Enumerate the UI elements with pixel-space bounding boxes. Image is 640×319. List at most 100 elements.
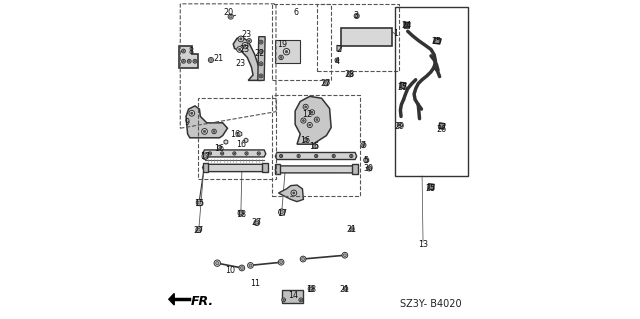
Circle shape [362, 144, 365, 146]
Polygon shape [218, 145, 221, 150]
Polygon shape [258, 37, 265, 80]
Circle shape [301, 118, 306, 123]
Circle shape [202, 153, 209, 160]
Circle shape [303, 104, 308, 109]
Circle shape [282, 298, 285, 302]
Circle shape [299, 298, 303, 302]
Circle shape [335, 58, 339, 62]
Text: 22: 22 [254, 49, 264, 58]
Circle shape [297, 154, 300, 158]
Circle shape [239, 48, 241, 51]
Polygon shape [275, 152, 356, 160]
Circle shape [246, 153, 247, 154]
Circle shape [242, 42, 248, 48]
Text: 20: 20 [224, 8, 234, 17]
Text: 3: 3 [353, 11, 358, 20]
Circle shape [204, 155, 207, 158]
Polygon shape [400, 82, 406, 89]
Text: FR.: FR. [191, 295, 214, 308]
Circle shape [283, 299, 284, 300]
Text: 12: 12 [302, 110, 312, 119]
Polygon shape [233, 37, 262, 80]
Circle shape [247, 39, 252, 43]
Polygon shape [262, 163, 268, 172]
Circle shape [280, 56, 282, 58]
Circle shape [234, 153, 235, 154]
Circle shape [193, 59, 197, 63]
Polygon shape [278, 185, 303, 202]
Circle shape [280, 261, 282, 263]
Circle shape [249, 264, 252, 267]
Circle shape [209, 152, 212, 155]
Text: 16: 16 [310, 142, 319, 151]
Text: 8: 8 [188, 47, 193, 56]
Text: 25: 25 [425, 184, 435, 193]
Circle shape [355, 15, 358, 17]
Text: 16: 16 [214, 144, 224, 153]
Circle shape [248, 40, 250, 42]
Circle shape [336, 59, 338, 61]
Circle shape [365, 159, 367, 161]
Circle shape [351, 155, 352, 157]
Circle shape [259, 74, 263, 78]
Circle shape [280, 155, 282, 157]
Polygon shape [404, 22, 410, 28]
Circle shape [233, 152, 236, 155]
Circle shape [361, 143, 366, 148]
Circle shape [210, 59, 212, 61]
Text: 27: 27 [194, 226, 204, 235]
Circle shape [349, 154, 353, 158]
Circle shape [238, 210, 244, 216]
Text: 30: 30 [364, 164, 374, 173]
Circle shape [182, 61, 184, 62]
Circle shape [259, 62, 263, 66]
Polygon shape [275, 166, 356, 173]
Circle shape [307, 122, 312, 128]
Circle shape [315, 154, 318, 158]
Circle shape [188, 59, 191, 63]
Circle shape [343, 286, 348, 291]
Circle shape [305, 106, 307, 108]
Circle shape [257, 152, 260, 155]
Circle shape [189, 110, 195, 116]
Text: SZ3Y- B4020: SZ3Y- B4020 [400, 299, 462, 309]
Circle shape [333, 155, 334, 157]
Circle shape [349, 73, 351, 75]
Circle shape [244, 44, 246, 47]
Circle shape [221, 152, 224, 155]
Text: 25: 25 [431, 37, 441, 46]
Polygon shape [224, 140, 228, 144]
Text: 4: 4 [335, 57, 339, 66]
Polygon shape [186, 106, 227, 138]
Polygon shape [179, 46, 198, 68]
Circle shape [316, 119, 318, 121]
Circle shape [214, 260, 220, 266]
Text: 19: 19 [276, 40, 287, 48]
Circle shape [260, 41, 262, 43]
Bar [317, 4, 399, 71]
Text: 24: 24 [401, 21, 412, 30]
Text: 5: 5 [363, 156, 368, 165]
Circle shape [308, 124, 311, 126]
Circle shape [182, 50, 184, 52]
Text: 23: 23 [235, 59, 245, 68]
Circle shape [241, 267, 243, 269]
Text: 18: 18 [236, 210, 246, 219]
Circle shape [209, 57, 214, 63]
Circle shape [344, 288, 347, 290]
Polygon shape [438, 123, 445, 129]
Circle shape [300, 256, 306, 262]
Circle shape [406, 25, 408, 26]
Text: 18: 18 [306, 285, 316, 294]
Text: 1: 1 [394, 29, 399, 38]
Circle shape [344, 254, 346, 256]
Circle shape [245, 152, 248, 155]
Circle shape [204, 130, 205, 133]
Circle shape [342, 252, 348, 258]
Circle shape [228, 14, 233, 19]
Circle shape [260, 75, 262, 77]
Circle shape [323, 80, 329, 86]
Circle shape [301, 258, 305, 260]
Text: 27: 27 [321, 79, 331, 88]
Polygon shape [304, 137, 308, 142]
